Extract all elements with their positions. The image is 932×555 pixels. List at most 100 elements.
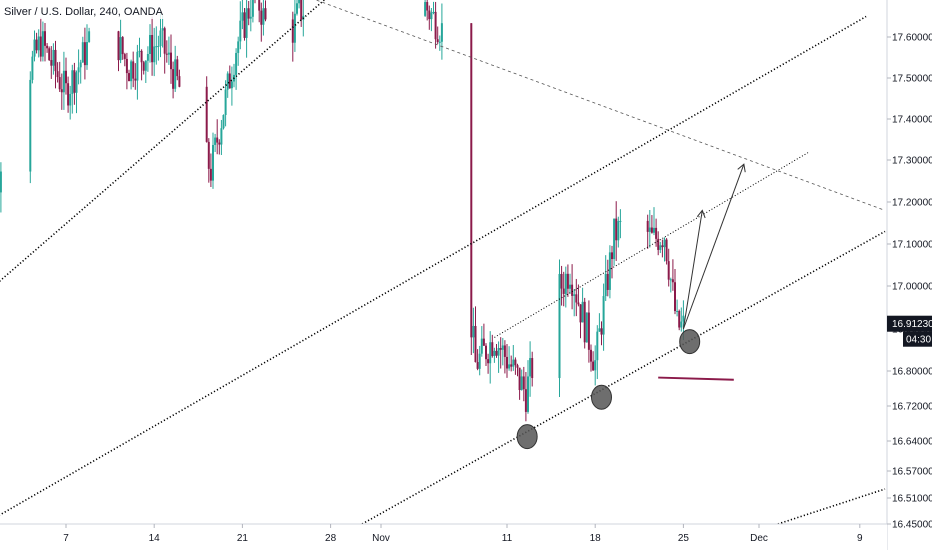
touch-point-marker[interactable] (679, 329, 701, 355)
candle-body (62, 70, 65, 93)
countdown-label: 04:30 (906, 335, 931, 346)
candle-body (592, 361, 595, 371)
candle-body (587, 312, 590, 350)
candle-body (653, 227, 655, 233)
candle-body (585, 312, 588, 343)
candle-body (514, 359, 517, 366)
candle-body (149, 34, 151, 54)
candle-body (220, 128, 223, 145)
candle-body (247, 8, 250, 19)
candle-body (249, 16, 252, 19)
candle-body (37, 36, 40, 51)
candle-body (46, 45, 49, 49)
candle-body (161, 28, 164, 31)
candle-body (571, 284, 574, 296)
candle-body (172, 69, 175, 89)
projection-arrow[interactable] (682, 209, 706, 330)
candle-body (518, 367, 521, 391)
candle-body (665, 239, 668, 262)
candle-body (495, 350, 498, 356)
candle-body (436, 39, 439, 42)
candle-body (296, 3, 298, 14)
candle-body (75, 72, 78, 93)
candle-body (136, 51, 139, 81)
candle-body (617, 221, 620, 241)
candle-body (216, 137, 219, 143)
trendline[interactable] (305, 0, 886, 211)
x-axis-tick-label: 25 (678, 533, 690, 544)
candle-body (493, 350, 496, 356)
candle-body (117, 31, 120, 61)
candle-body (153, 46, 156, 63)
candle-body (39, 36, 42, 57)
candle-body (228, 73, 231, 89)
candle-body (33, 39, 36, 57)
candle-body (650, 227, 653, 233)
touch-point-marker[interactable] (591, 384, 612, 410)
projection-arrow[interactable] (682, 163, 746, 330)
candle-body (426, 2, 429, 11)
candle-body (163, 28, 166, 54)
candle-body (474, 325, 477, 363)
candle-body (566, 273, 569, 289)
candle-body (132, 61, 135, 79)
candle-body (239, 20, 242, 42)
x-axis-tick-label: 21 (237, 533, 249, 544)
trendline[interactable] (494, 151, 810, 338)
candle-body (657, 238, 660, 250)
candle-body (480, 338, 483, 354)
trendline[interactable] (361, 230, 886, 525)
candle-body (491, 342, 494, 356)
candle-body (522, 376, 525, 390)
candle-body (262, 8, 265, 25)
support-level-line[interactable] (658, 376, 734, 381)
y-axis-tick-label: 17.30000 (892, 156, 932, 167)
candle-body (165, 53, 168, 55)
candle-body (71, 70, 74, 94)
candle-body (440, 23, 443, 42)
candle-body (128, 73, 130, 82)
candle-body (531, 358, 534, 379)
candle-body (512, 359, 515, 367)
y-axis-tick-label: 16.72000 (892, 402, 932, 413)
candle-body (434, 11, 437, 40)
candle-body (577, 302, 580, 305)
candle-body (31, 56, 34, 80)
candle-body (608, 252, 611, 290)
candle-body (569, 284, 571, 289)
touch-point-marker[interactable] (516, 424, 538, 450)
candle-body (438, 41, 441, 43)
x-axis-tick-label: 11 (502, 533, 513, 544)
candle-body (60, 89, 63, 93)
candle-body (503, 345, 506, 357)
candle-body (615, 218, 618, 241)
candle-body (125, 58, 128, 74)
candle-body (432, 11, 435, 13)
candle-body (251, 0, 254, 17)
candle-body (79, 62, 82, 68)
candle-body (56, 71, 59, 78)
x-axis-tick-label: Dec (750, 533, 768, 544)
candle-body (77, 67, 80, 73)
y-axis-tick-label: 16.57000 (892, 467, 932, 478)
candle-body (506, 356, 508, 369)
candle-body (48, 48, 51, 61)
candle-body (50, 60, 53, 66)
candle-body (81, 42, 84, 63)
y-axis-tick-label: 16.64000 (892, 437, 932, 448)
countdown-badge (903, 331, 932, 347)
candle-body (243, 12, 246, 38)
candle-body (291, 19, 294, 43)
candle-body (123, 54, 126, 59)
x-axis-tick-label: Nov (372, 533, 390, 544)
candle-body (209, 168, 212, 181)
candle-body (138, 50, 141, 52)
candle-body (485, 345, 487, 360)
candle-body (674, 282, 676, 312)
candle-body (157, 45, 160, 47)
candle-body (579, 304, 582, 323)
candle-body (472, 325, 475, 338)
candle-body (218, 142, 221, 145)
